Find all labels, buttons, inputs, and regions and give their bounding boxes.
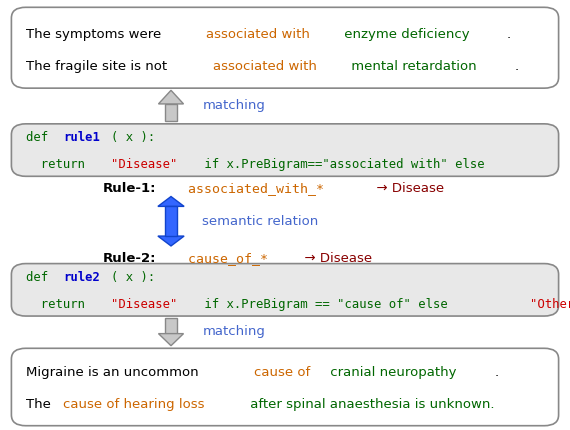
Text: → Disease: → Disease [295,252,372,265]
Polygon shape [158,236,184,246]
Text: → Disease: → Disease [368,182,444,195]
Text: .: . [495,366,499,379]
Text: return: return [26,298,92,311]
Polygon shape [165,206,177,236]
FancyBboxPatch shape [11,7,559,88]
FancyBboxPatch shape [11,124,559,176]
Text: rule2: rule2 [64,271,100,284]
Text: associated with: associated with [206,28,310,41]
Text: ( x ):: ( x ): [111,131,156,144]
Text: cranial neuropathy: cranial neuropathy [327,366,457,379]
FancyBboxPatch shape [11,264,559,316]
Text: The fragile site is not: The fragile site is not [26,60,171,73]
Polygon shape [165,318,177,334]
FancyBboxPatch shape [11,348,559,426]
Text: "Other": "Other" [530,298,570,311]
Text: enzyme deficiency: enzyme deficiency [340,28,469,41]
Text: matching: matching [202,326,265,338]
Text: after spinal anaesthesia is unknown.: after spinal anaesthesia is unknown. [246,398,494,411]
Text: ( x ):: ( x ): [111,271,156,284]
Text: The symptoms were: The symptoms were [26,28,165,41]
Text: semantic relation: semantic relation [202,215,319,228]
Text: The: The [26,398,55,411]
Polygon shape [158,197,184,206]
Text: def: def [26,131,55,144]
Text: Rule-1:: Rule-1: [103,182,156,195]
Text: cause_of_*: cause_of_* [172,252,268,265]
Text: rule1: rule1 [64,131,100,144]
Text: Rule-2:: Rule-2: [103,252,156,265]
Text: "Disease": "Disease" [111,158,178,171]
Text: if x.PreBigram == "cause of" else: if x.PreBigram == "cause of" else [197,298,455,311]
Text: def: def [26,271,55,284]
Text: .: . [507,28,511,41]
Text: cause of hearing loss: cause of hearing loss [63,398,205,411]
Polygon shape [158,90,184,104]
Text: if x.PreBigram=="associated with" else: if x.PreBigram=="associated with" else [197,158,492,171]
Text: associated_with_*: associated_with_* [172,182,324,195]
Text: return: return [26,158,92,171]
Text: associated with: associated with [213,60,317,73]
Text: cause of: cause of [254,366,310,379]
Text: Migraine is an uncommon: Migraine is an uncommon [26,366,202,379]
Text: "Disease": "Disease" [111,298,178,311]
Polygon shape [158,334,184,346]
Text: .: . [515,60,519,73]
Text: matching: matching [202,99,265,112]
Polygon shape [165,104,177,121]
Text: mental retardation: mental retardation [347,60,477,73]
